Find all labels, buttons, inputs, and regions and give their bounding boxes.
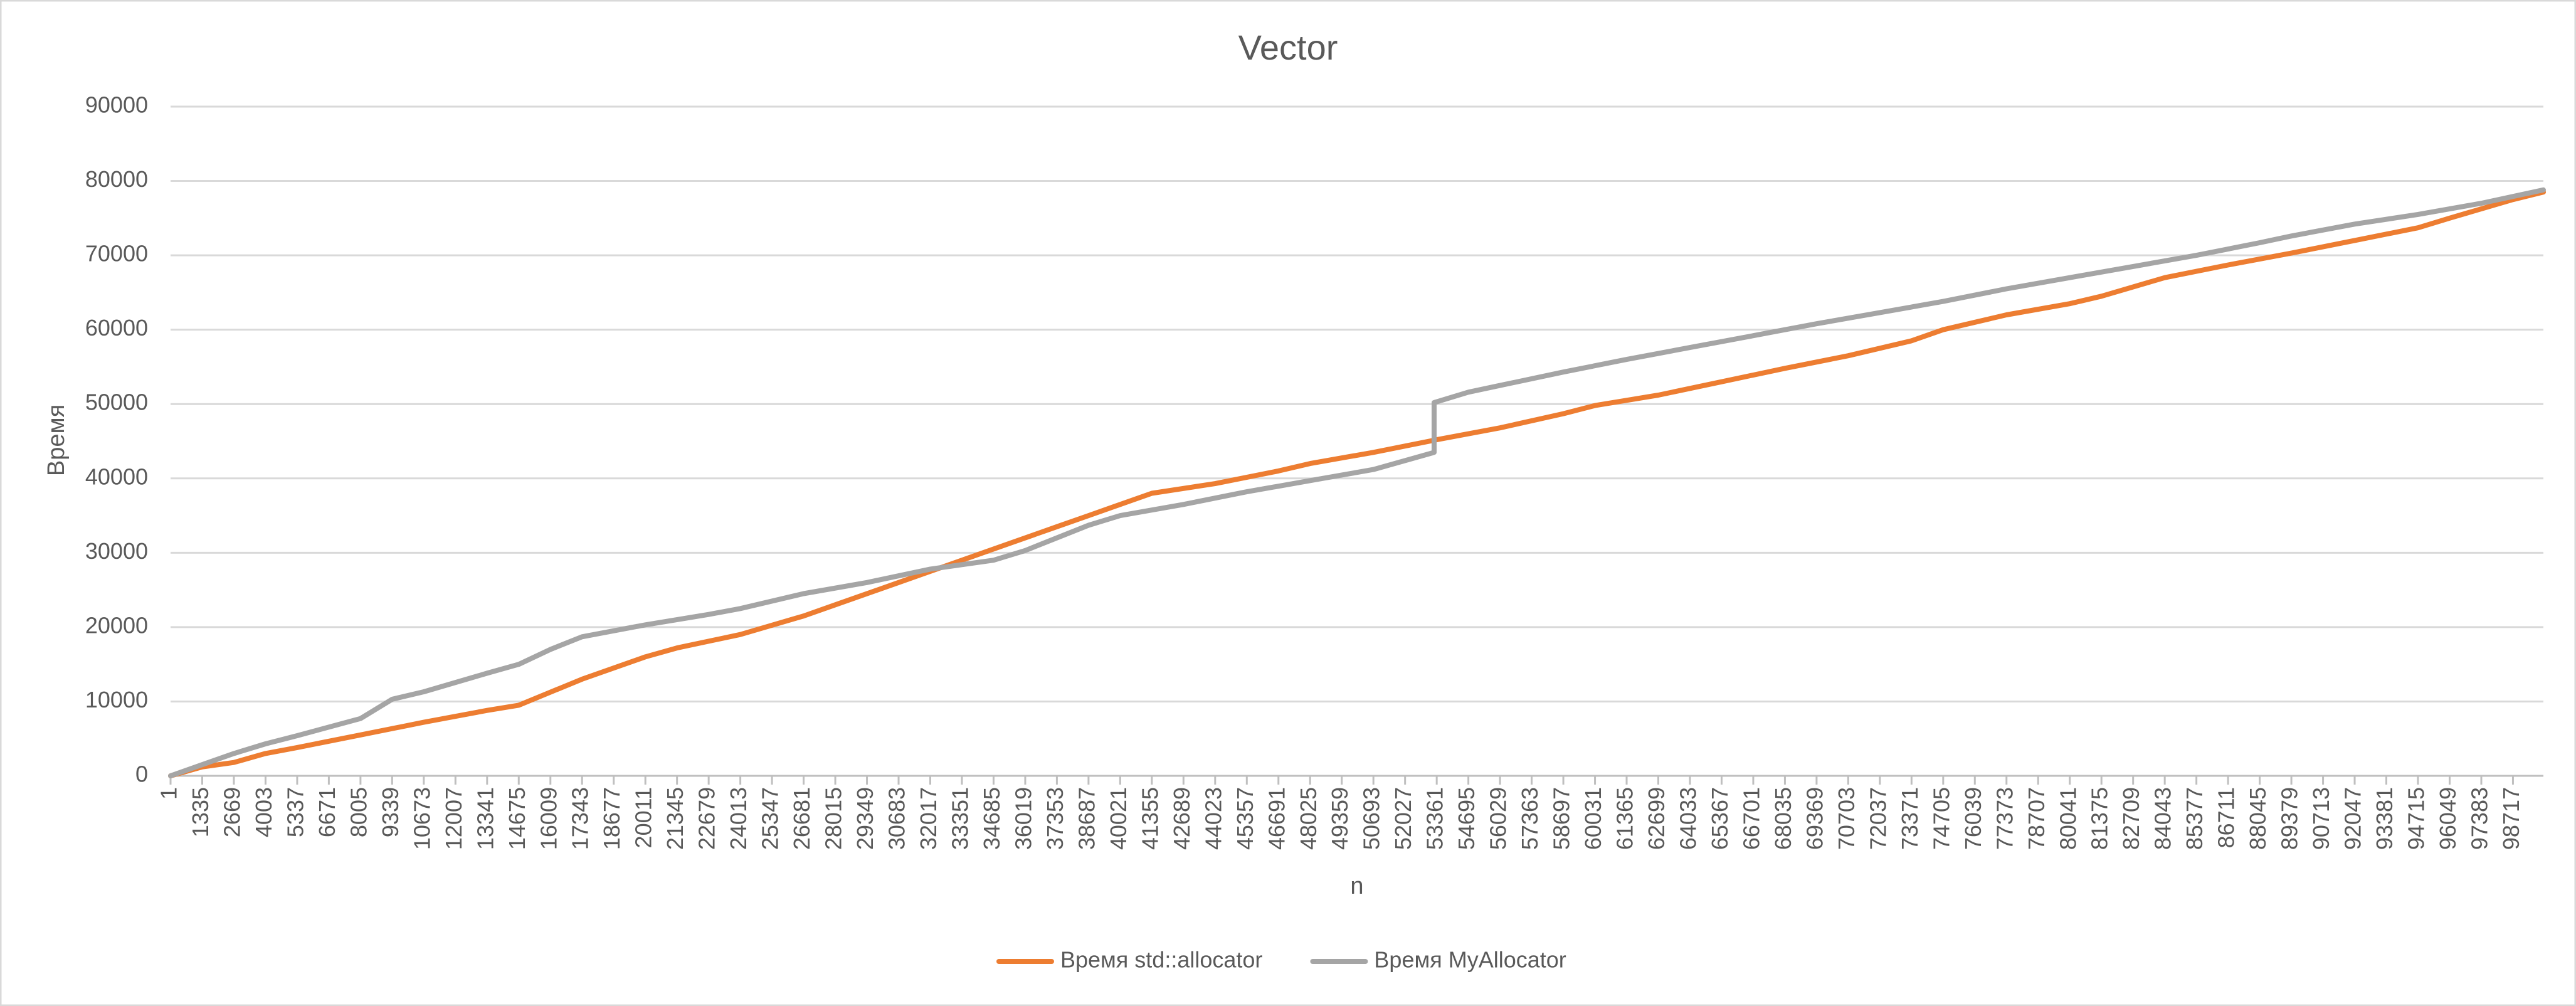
y-tick-label: 90000 bbox=[85, 92, 148, 118]
x-tick-label: 17343 bbox=[567, 787, 593, 850]
y-tick-label: 20000 bbox=[85, 612, 148, 638]
x-tick-label: 56029 bbox=[1486, 787, 1511, 850]
x-tick-label: 62699 bbox=[1644, 787, 1669, 850]
x-tick-label: 45357 bbox=[1232, 787, 1258, 850]
x-tick-label: 78707 bbox=[2024, 787, 2049, 850]
x-tick-label: 60031 bbox=[1580, 787, 1606, 850]
x-tick-label: 20011 bbox=[631, 787, 657, 848]
y-tick-label: 40000 bbox=[85, 463, 148, 489]
x-tick-label: 53361 bbox=[1422, 787, 1448, 850]
x-tick-label: 33351 bbox=[947, 787, 973, 850]
x-tick-label: 66701 bbox=[1738, 787, 1764, 850]
x-tick-label: 8005 bbox=[346, 787, 371, 837]
x-tick-label: 28015 bbox=[821, 787, 847, 850]
x-tick-label: 4003 bbox=[251, 787, 277, 837]
x-tick-label: 57363 bbox=[1517, 787, 1543, 850]
y-tick-label: 70000 bbox=[85, 241, 148, 267]
x-tick-label: 68035 bbox=[1770, 787, 1796, 850]
x-tick-label: 44023 bbox=[1200, 787, 1226, 850]
x-tick-label: 73371 bbox=[1897, 787, 1923, 850]
legend-label: Время MyAllocator bbox=[1374, 947, 1566, 973]
x-tick-label: 42689 bbox=[1169, 787, 1195, 850]
x-tick-label: 40021 bbox=[1106, 787, 1131, 850]
x-tick-label: 92047 bbox=[2340, 787, 2366, 850]
x-tick-label: 46691 bbox=[1264, 787, 1289, 850]
x-tick-label: 76039 bbox=[1960, 787, 1986, 850]
x-tick-label: 38687 bbox=[1074, 787, 1099, 850]
x-tick-label: 50693 bbox=[1359, 787, 1385, 850]
x-tick-label: 98717 bbox=[2498, 787, 2524, 850]
x-tick-label: 41355 bbox=[1137, 787, 1163, 850]
x-tick-label: 13341 bbox=[472, 787, 498, 850]
x-tick-label: 82709 bbox=[2118, 787, 2144, 850]
x-tick-label: 49359 bbox=[1327, 787, 1353, 850]
x-tick-label: 1335 bbox=[187, 787, 213, 837]
x-tick-label: 84043 bbox=[2150, 787, 2176, 850]
x-tick-label: 70703 bbox=[1834, 787, 1859, 850]
x-tick-label: 1 bbox=[156, 787, 182, 800]
x-tick-label: 64033 bbox=[1676, 787, 1701, 850]
x-tick-label: 58697 bbox=[1549, 787, 1575, 850]
y-tick-label: 10000 bbox=[85, 687, 148, 712]
y-tick-label: 0 bbox=[135, 761, 148, 787]
x-tick-label: 72037 bbox=[1865, 787, 1891, 850]
chart-title: Vector bbox=[1238, 28, 1338, 67]
x-tick-label: 30683 bbox=[884, 787, 910, 850]
x-tick-label: 18677 bbox=[599, 787, 625, 850]
x-tick-label: 37353 bbox=[1042, 787, 1068, 850]
series-line bbox=[168, 187, 2546, 778]
x-tick-label: 74705 bbox=[1928, 787, 1954, 850]
x-axis-title: n bbox=[1350, 873, 1363, 899]
x-tick-label: 80041 bbox=[2055, 787, 2081, 850]
x-tick-label: 36019 bbox=[1010, 787, 1036, 850]
y-axis-title: Время bbox=[43, 405, 70, 476]
x-tick-label: 6671 bbox=[314, 787, 340, 837]
x-tick-label: 93381 bbox=[2372, 787, 2397, 850]
x-tick-label: 9339 bbox=[377, 787, 403, 837]
x-tick-label: 25347 bbox=[757, 787, 783, 850]
x-tick-label: 61365 bbox=[1612, 787, 1638, 850]
x-tick-label: 16009 bbox=[536, 787, 561, 850]
x-tick-label: 34685 bbox=[979, 787, 1005, 850]
x-tick-label: 2669 bbox=[219, 787, 245, 837]
x-tick-label: 52027 bbox=[1390, 787, 1416, 850]
x-tick-label: 10673 bbox=[409, 787, 435, 850]
x-tick-label: 69369 bbox=[1802, 787, 1827, 850]
x-tick-label: 21345 bbox=[662, 787, 688, 850]
y-tick-label: 30000 bbox=[85, 538, 148, 564]
legend-label: Время std::allocator bbox=[1060, 947, 1262, 973]
x-tick-label: 65367 bbox=[1707, 787, 1733, 850]
x-tick-label: 29349 bbox=[852, 787, 878, 850]
y-tick-label: 80000 bbox=[85, 166, 148, 192]
x-tick-label: 26681 bbox=[789, 787, 815, 850]
x-tick-label: 48025 bbox=[1296, 787, 1321, 850]
x-tick-label: 81375 bbox=[2087, 787, 2113, 850]
x-tick-label: 97383 bbox=[2466, 787, 2492, 850]
x-tick-label: 88045 bbox=[2245, 787, 2271, 850]
y-tick-label: 50000 bbox=[85, 389, 148, 415]
x-tick-label: 14675 bbox=[504, 787, 530, 850]
x-tick-label: 54695 bbox=[1454, 787, 1479, 850]
series-line bbox=[168, 189, 2546, 778]
x-tick-label: 90713 bbox=[2308, 787, 2334, 850]
x-tick-label: 22679 bbox=[694, 787, 720, 850]
x-tick-label: 86711 bbox=[2214, 787, 2239, 848]
x-tick-label: 77373 bbox=[1992, 787, 2017, 850]
x-tick-label: 32017 bbox=[916, 787, 941, 850]
x-tick-label: 89379 bbox=[2277, 787, 2303, 850]
x-tick-label: 94715 bbox=[2404, 787, 2429, 850]
x-tick-label: 24013 bbox=[726, 787, 751, 850]
y-tick-label: 60000 bbox=[85, 315, 148, 341]
x-tick-label: 96049 bbox=[2435, 787, 2461, 850]
x-tick-label: 85377 bbox=[2182, 787, 2207, 850]
x-tick-label: 12007 bbox=[441, 787, 467, 850]
x-tick-label: 5337 bbox=[282, 787, 308, 837]
